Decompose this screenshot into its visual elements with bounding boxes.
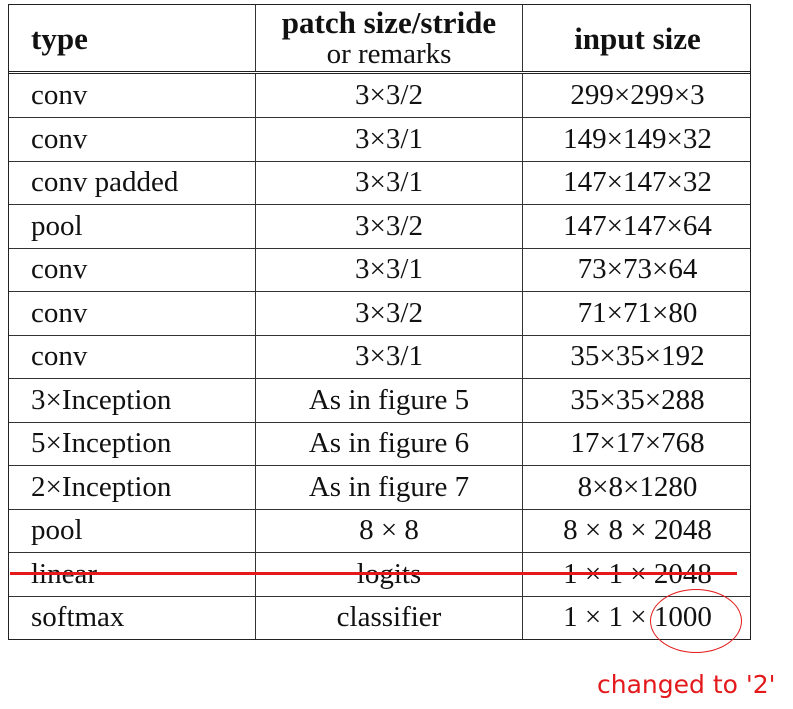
cell-patch: As in figure 7 (255, 466, 522, 509)
header-input-size: input size (522, 5, 752, 71)
cell-input-size: 35×35×288 (522, 379, 752, 422)
cell-type: softmax (31, 601, 125, 634)
cell-patch: As in figure 6 (255, 422, 522, 465)
table-row: pool 8 × 8 8 × 8 × 2048 (9, 508, 752, 552)
cell-patch: 8 × 8 (255, 509, 522, 552)
table-row: 3×Inception As in figure 5 35×35×288 (9, 378, 750, 422)
cell-input-size: 299×299×3 (522, 74, 752, 117)
header-patch-line2: or remarks (326, 38, 452, 70)
cell-patch: classifier (255, 596, 522, 639)
cell-type: 5×Inception (31, 427, 172, 460)
cell-patch: 3×3/1 (255, 248, 522, 291)
cell-patch: 3×3/2 (255, 74, 522, 117)
cell-type: pool (31, 514, 83, 547)
cell-input-size: 17×17×768 (522, 422, 752, 465)
table-row: softmax classifier 1 × 1 × 1000 (9, 595, 750, 639)
table-row: conv 3×3/1 73×73×64 (9, 247, 752, 291)
table-row: pool 3×3/2 147×147×64 (9, 204, 750, 248)
table-row: conv 3×3/2 71×71×80 (9, 291, 750, 335)
change-annotation: changed to '2' (597, 670, 776, 699)
red-strikethrough-line (10, 572, 737, 575)
cell-patch: 3×3/1 (255, 118, 522, 161)
cell-type: conv (31, 296, 88, 329)
header-patch-line1: patch size/stride (281, 5, 497, 40)
table-row: 5×Inception As in figure 6 17×17×768 (9, 421, 752, 465)
cell-type: pool (31, 209, 83, 242)
table-row: conv padded 3×3/1 147×147×32 (9, 160, 752, 204)
header-patch: patch size/stride or remarks (255, 5, 522, 71)
table-row: conv 3×3/2 299×299×3 (9, 71, 750, 117)
cell-patch: 3×3/2 (255, 292, 522, 335)
table-header-row: type patch size/stride or remarks input … (9, 5, 750, 71)
cell-input-size: 147×147×64 (522, 205, 752, 248)
cell-type: conv padded (31, 166, 179, 199)
cell-patch: 3×3/2 (255, 205, 522, 248)
architecture-table: type patch size/stride or remarks input … (8, 4, 751, 640)
cell-type: conv (31, 79, 88, 111)
cell-input-size: 147×147×32 (522, 161, 752, 204)
header-type: type (31, 20, 88, 56)
table-row: conv 3×3/1 35×35×192 (9, 334, 752, 378)
cell-patch: 3×3/1 (255, 161, 522, 204)
cell-input-size: 8×8×1280 (522, 466, 752, 509)
cell-input-size: 71×71×80 (522, 292, 752, 335)
cell-input-size: 73×73×64 (522, 248, 752, 291)
cell-type: conv (31, 253, 88, 286)
cell-type: conv (31, 122, 88, 155)
table-row: 2×Inception As in figure 7 8×8×1280 (9, 465, 750, 509)
cell-input-size: 149×149×32 (522, 118, 752, 161)
cell-type: conv (31, 340, 88, 373)
cell-type: 2×Inception (31, 470, 172, 503)
cell-type: 3×Inception (31, 383, 172, 416)
cell-patch: As in figure 5 (255, 379, 522, 422)
cell-input-size: 35×35×192 (522, 335, 752, 378)
cell-input-size: 8 × 8 × 2048 (522, 509, 752, 552)
red-circle-highlight (650, 589, 742, 653)
table-row: conv 3×3/1 149×149×32 (9, 117, 750, 161)
cell-patch: 3×3/1 (255, 335, 522, 378)
